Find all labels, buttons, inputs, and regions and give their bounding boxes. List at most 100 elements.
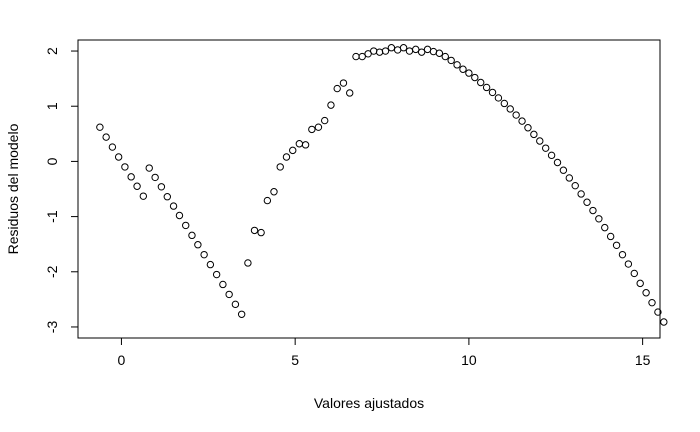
y-axis-title: Residuos del modelo <box>5 123 21 254</box>
data-point <box>606 232 615 241</box>
y-tick-label: 1 <box>44 102 60 110</box>
data-point <box>618 250 627 259</box>
data-point <box>381 47 390 55</box>
data-point <box>270 188 278 196</box>
x-tick-label: 15 <box>635 352 651 368</box>
data-point <box>488 88 497 97</box>
x-tick-label: 5 <box>291 352 299 368</box>
data-point <box>583 198 591 206</box>
data-point <box>327 101 335 109</box>
data-point <box>624 260 633 268</box>
data-point <box>121 163 129 171</box>
data-point <box>231 300 240 309</box>
data-point <box>660 318 668 326</box>
data-point <box>565 174 574 182</box>
data-point <box>175 211 184 220</box>
data-point <box>405 47 414 55</box>
data-point <box>212 270 221 279</box>
data-point <box>237 310 246 318</box>
data-point <box>630 269 638 278</box>
data-point <box>636 279 644 288</box>
data-point <box>553 158 562 167</box>
data-point <box>642 289 650 297</box>
data-point <box>320 116 329 125</box>
data-point <box>257 228 265 237</box>
data-point <box>429 47 438 56</box>
data-point <box>536 137 544 145</box>
y-tick-label: -1 <box>44 210 60 223</box>
data-point <box>145 164 153 172</box>
data-point <box>477 78 485 87</box>
data-point <box>163 193 171 201</box>
data-point <box>441 52 449 61</box>
data-point <box>169 202 178 210</box>
data-point <box>459 65 467 73</box>
data-point <box>225 290 233 299</box>
data-point <box>547 151 556 160</box>
data-point <box>500 99 509 108</box>
data-point <box>339 79 348 87</box>
data-point <box>206 260 215 269</box>
data-point <box>595 215 603 223</box>
data-point <box>577 190 585 198</box>
data-point <box>301 141 310 149</box>
data-point <box>482 83 491 92</box>
data-point <box>333 84 341 93</box>
data-point <box>375 48 384 56</box>
data-point <box>282 153 291 161</box>
data-point <box>530 130 538 139</box>
data-point <box>346 89 354 97</box>
data-point <box>133 182 141 190</box>
data-point <box>96 123 104 131</box>
data-point <box>447 56 455 65</box>
data-point <box>471 73 479 82</box>
data-point <box>194 241 202 249</box>
y-tick-label: -3 <box>44 321 60 334</box>
x-axis-title: Valores ajustados <box>314 395 424 411</box>
data-point <box>494 94 503 102</box>
data-point <box>369 47 378 55</box>
data-point <box>506 105 514 113</box>
data-points <box>96 44 668 326</box>
x-tick-label: 0 <box>118 352 126 368</box>
data-point <box>289 146 297 155</box>
data-point <box>188 231 196 240</box>
data-point <box>250 226 259 235</box>
data-point <box>399 44 408 52</box>
data-point <box>263 196 272 205</box>
data-point <box>387 44 396 52</box>
data-point <box>219 280 227 289</box>
data-point <box>412 45 420 54</box>
data-point <box>114 153 123 161</box>
x-axis: 0 5 10 15 <box>118 338 651 368</box>
data-point <box>417 48 426 56</box>
data-point <box>308 125 316 134</box>
data-point <box>589 206 597 215</box>
y-tick-label: -2 <box>44 265 60 278</box>
data-point <box>541 144 550 152</box>
y-tick-label: 0 <box>44 157 60 165</box>
data-point <box>559 166 568 174</box>
data-point <box>151 173 159 182</box>
data-point <box>276 163 284 171</box>
data-point <box>352 52 360 61</box>
data-point <box>139 192 148 200</box>
data-point <box>601 223 609 232</box>
data-point <box>127 173 135 181</box>
data-point <box>648 298 656 307</box>
data-point <box>524 124 532 132</box>
data-point <box>571 181 579 190</box>
data-point <box>295 140 304 148</box>
x-tick-label: 10 <box>461 352 477 368</box>
data-point <box>314 123 323 131</box>
data-point <box>200 250 208 259</box>
y-axis: -3 -2 -1 0 1 2 <box>44 47 78 333</box>
plot-frame <box>77 39 661 339</box>
data-point <box>157 183 166 191</box>
data-point <box>102 133 110 141</box>
data-point <box>612 241 621 249</box>
data-point <box>453 61 461 69</box>
data-point <box>465 69 473 77</box>
y-tick-label: 2 <box>44 47 60 55</box>
